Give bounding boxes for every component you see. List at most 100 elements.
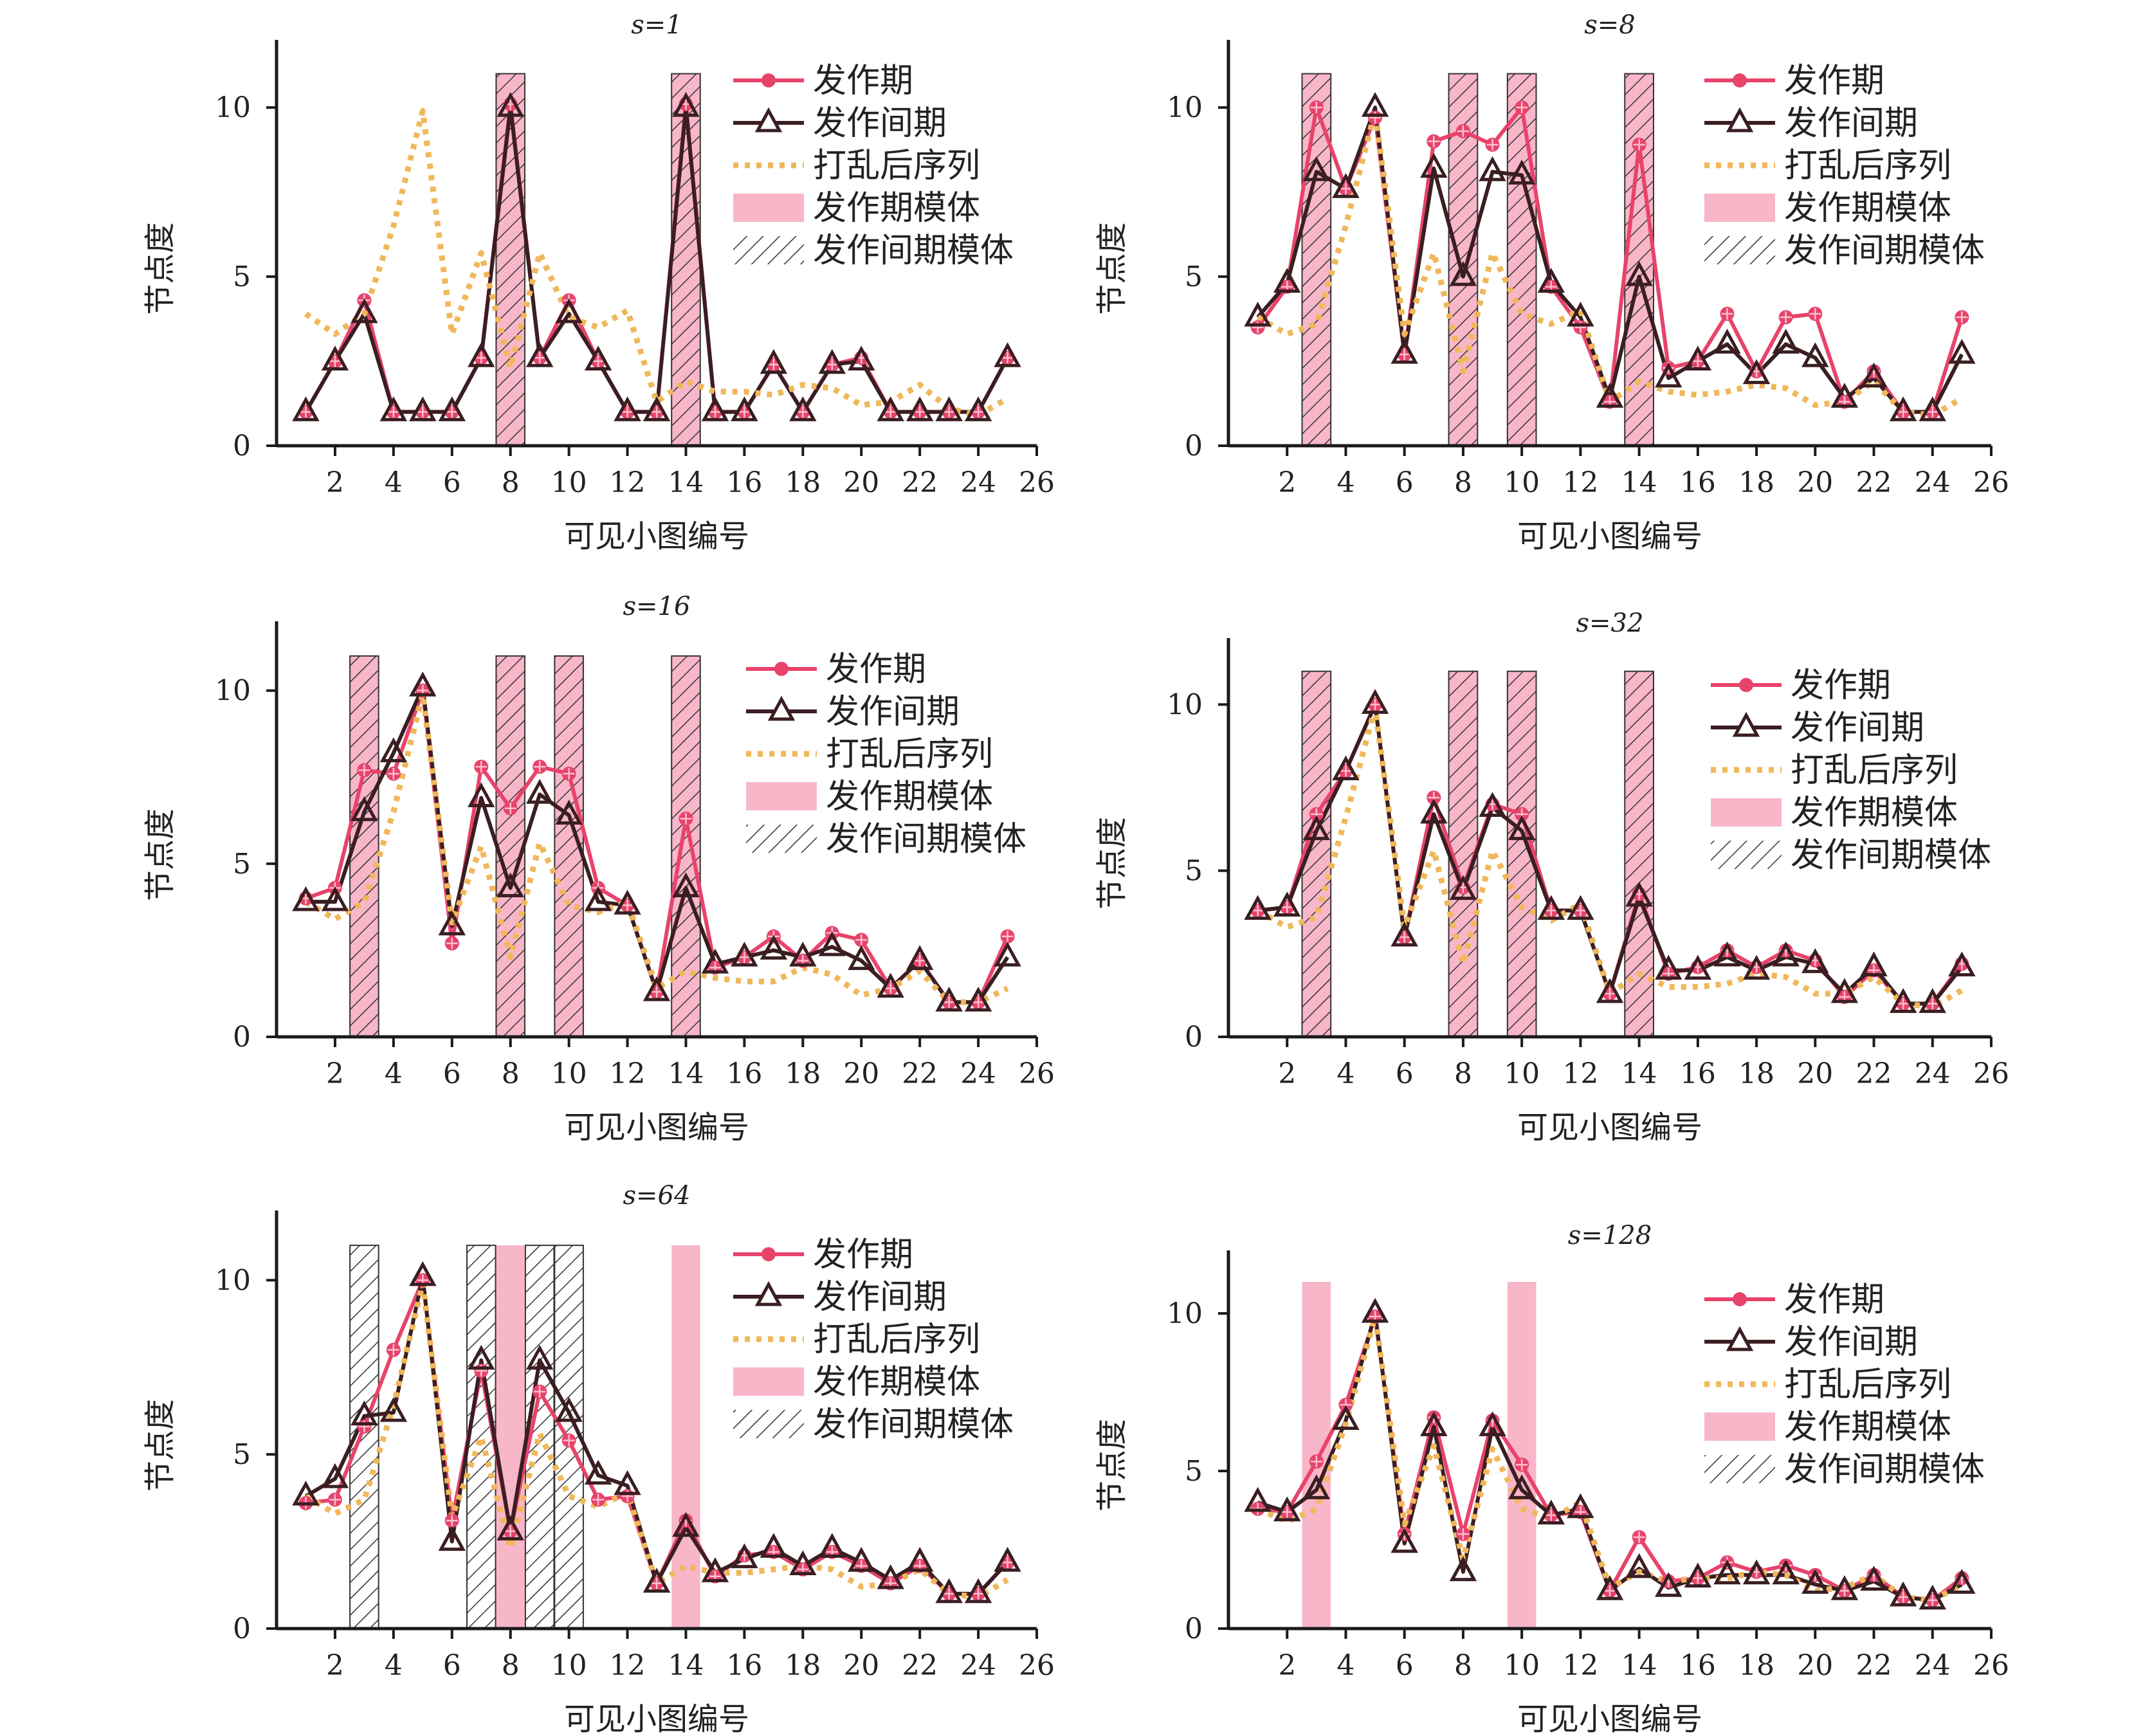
y-tick-label: 0 <box>1185 430 1203 462</box>
seizure-point-star <box>1897 406 1910 418</box>
interictal-point <box>906 945 934 971</box>
seizure-point-star <box>680 812 692 825</box>
interictal-point <box>292 886 320 911</box>
interictal-point <box>409 672 437 697</box>
x-tick-label: 6 <box>1396 466 1414 499</box>
seizure-point-star <box>475 761 488 773</box>
interictal-point <box>1713 1559 1741 1585</box>
interictal-point <box>1449 260 1477 286</box>
chart-title: s=64 <box>623 1181 691 1211</box>
x-tick-label: 8 <box>1454 1649 1472 1682</box>
legend-swatch-seizure-motif <box>733 194 804 222</box>
interictal-point <box>1596 383 1624 408</box>
x-tick-label: 12 <box>610 1649 646 1682</box>
x-tick-label: 26 <box>1973 1057 2009 1090</box>
interictal-point <box>1948 1569 1976 1594</box>
interictal-point <box>994 342 1021 367</box>
interictal-point <box>1391 921 1418 947</box>
legend-label: 发作期模体 <box>1784 189 1951 228</box>
seizure-point-star <box>1281 901 1293 913</box>
interictal-point <box>964 1578 992 1604</box>
x-tick-label: 6 <box>443 1057 461 1090</box>
interictal-point <box>438 910 466 936</box>
interictal-point <box>1772 1559 1800 1585</box>
legend-marker <box>754 1281 783 1306</box>
y-axis-label: 节点度 <box>1094 1419 1130 1512</box>
interictal-motif-bar <box>466 1245 497 1629</box>
legend-marker <box>1739 678 1753 692</box>
x-tick-label: 8 <box>1454 1057 1472 1090</box>
chart-panel: 2 4 6 8 10 12 14 16 18 20 22 24 260510s=64可见小图编号节点度发… <box>142 1181 1055 1736</box>
interictal-point <box>1391 338 1418 364</box>
legend-label: 打乱后序列 <box>826 735 993 774</box>
interictal-point <box>1919 988 1946 1013</box>
legend-label: 发作期 <box>813 62 913 100</box>
x-tick-label: 24 <box>1915 466 1951 499</box>
seizure-point-star <box>1340 183 1352 195</box>
x-tick-label: 16 <box>726 1057 762 1090</box>
seizure-point-star <box>943 1587 955 1600</box>
y-tick-label: 10 <box>1167 91 1203 124</box>
interictal-point <box>672 1512 700 1537</box>
chart-title: s=8 <box>1584 10 1636 40</box>
seizure-point-star <box>1897 1591 1910 1603</box>
interictal-point <box>1273 268 1301 293</box>
interictal-motif-bar <box>1301 73 1332 447</box>
seizure-point-star <box>972 1587 985 1600</box>
interictal-point <box>1625 1553 1653 1578</box>
interictal-point <box>760 349 788 374</box>
interictal-point <box>818 931 846 956</box>
interictal-point <box>525 342 554 367</box>
legend-swatch-interictal-motif <box>733 236 804 264</box>
y-tick-label: 10 <box>1167 688 1203 721</box>
legend-marker <box>761 73 776 87</box>
x-tick-label: 12 <box>610 466 646 499</box>
interictal-point <box>818 349 846 374</box>
interictal-point <box>906 396 934 421</box>
interictal-point <box>1713 941 1741 967</box>
interictal-point <box>1273 1496 1301 1522</box>
interictal-point <box>818 1533 846 1558</box>
interictal-point <box>1860 951 1888 976</box>
interictal-point <box>1449 1556 1477 1582</box>
x-tick-label: 4 <box>1336 1649 1354 1682</box>
interictal-point <box>1889 396 1917 421</box>
seizure-point-star <box>1545 1509 1557 1521</box>
interictal-point <box>1919 396 1946 421</box>
interictal-point <box>321 886 349 911</box>
interictal-point <box>1830 383 1859 408</box>
interictal-point <box>468 1344 495 1370</box>
legend-label: 发作间期模体 <box>826 820 1026 859</box>
chart-title: s=32 <box>1576 608 1644 638</box>
legend-swatch-seizure-motif <box>1711 798 1782 827</box>
interictal-point <box>438 1526 466 1551</box>
y-tick-label: 5 <box>1185 855 1203 888</box>
interictal-point <box>789 1550 817 1575</box>
interictal-point <box>379 1396 408 1422</box>
interictal-point <box>409 1261 437 1286</box>
seizure-point-star <box>1457 1528 1469 1540</box>
seizure-point-star <box>1398 931 1410 943</box>
seizure-point-star <box>1001 352 1014 364</box>
seizure-point-star <box>1369 699 1381 711</box>
seizure-point-star <box>1310 102 1322 114</box>
interictal-point <box>1919 1584 1946 1610</box>
interictal-point <box>1508 815 1536 841</box>
interictal-point <box>1244 895 1272 920</box>
interictal-point <box>1332 1405 1360 1430</box>
legend-label: 发作期 <box>1784 62 1884 100</box>
seizure-point-star <box>914 955 926 967</box>
seizure-point-star <box>1486 139 1499 151</box>
interictal-point <box>789 396 817 421</box>
interictal-point <box>701 396 729 421</box>
chart-panel: 2 4 6 8 10 12 14 16 18 20 22 24 260510s=128可见小图编号节点度… <box>1094 1221 2009 1736</box>
x-tick-label: 26 <box>1973 1649 2009 1682</box>
x-tick-label: 2 <box>1278 1649 1296 1682</box>
chart-panel: 2 4 6 8 10 12 14 16 18 20 22 24 260510s=1可见小图编号节点度发作… <box>142 10 1055 554</box>
interictal-point <box>1361 1297 1389 1323</box>
interictal-point <box>1772 941 1800 967</box>
seizure-point-star <box>592 1494 605 1506</box>
interictal-point <box>1801 948 1829 973</box>
interictal-point <box>321 1463 349 1488</box>
